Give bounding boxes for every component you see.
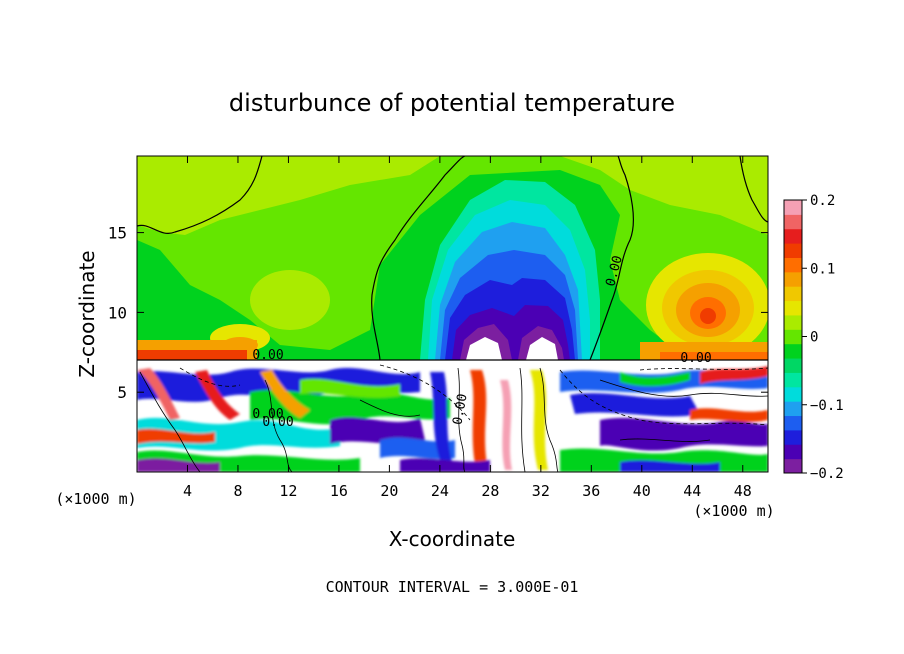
right-inversion-hot — [660, 352, 768, 360]
colorbar-ticks: 0.2 0.1 0 −0.1 −0.2 — [802, 193, 844, 482]
left-warm-blob — [250, 270, 330, 330]
x-axis: 4 8 12 16 20 24 28 32 36 40 44 48 — [183, 156, 752, 500]
negative-contour-lines — [179, 364, 768, 426]
x-unit-left: (×1000 m) — [55, 490, 136, 508]
colorbar-swatch — [784, 271, 802, 287]
colorbar-swatch — [784, 429, 802, 445]
y-tick-label: 15 — [108, 224, 127, 243]
colorbar-swatch — [784, 200, 802, 215]
contour-label: 0.00 — [252, 348, 283, 363]
x-axis-label: X-coordinate — [389, 527, 516, 551]
colorbar-tick-label: −0.1 — [810, 398, 844, 414]
colorbar-tick-label: 0 — [810, 330, 818, 346]
x-tick-label: 20 — [380, 482, 398, 500]
y-axis: 5 10 15 — [108, 224, 768, 402]
cold-core-right-white — [526, 337, 558, 360]
y-tick-label: 5 — [117, 383, 127, 402]
x-tick-label: 4 — [183, 482, 192, 500]
colorbar-swatch — [784, 415, 802, 431]
x-tick-label: 32 — [532, 482, 550, 500]
colorbar-swatch — [784, 228, 802, 244]
y-axis-label: Z-coordinate — [75, 250, 99, 377]
x-tick-label: 8 — [233, 482, 242, 500]
x-tick-label: 24 — [431, 482, 449, 500]
colorbar-swatch — [784, 300, 802, 316]
colorbar-swatch — [784, 372, 802, 388]
x-tick-label: 28 — [481, 482, 499, 500]
chart-title: disturbunce of potential temperature — [229, 89, 675, 117]
x-tick-label: 12 — [279, 482, 297, 500]
colorbar-swatch — [784, 214, 802, 230]
colorbar-tick-label: −0.2 — [810, 466, 844, 482]
colorbar-swatch — [784, 444, 802, 460]
contour-label: 0.00 — [252, 407, 283, 422]
colorbar-swatch — [784, 458, 802, 474]
contour-label: 0.00 — [262, 415, 293, 430]
warm-anomaly-core — [700, 308, 716, 324]
cold-core-left-white — [466, 337, 502, 360]
x-tick-label: 40 — [633, 482, 651, 500]
x-tick-label: 44 — [683, 482, 701, 500]
contour-label: 0.00 — [450, 393, 470, 426]
contour-lines — [137, 156, 768, 361]
colorbar-swatch — [784, 286, 802, 302]
colorbar-tick-label: 0.2 — [810, 193, 835, 209]
turbulent-structures — [137, 366, 768, 472]
colorbar-swatch — [784, 358, 802, 373]
colorbar-swatch — [784, 329, 802, 345]
colorbar-swatch — [784, 343, 802, 359]
colorbar-swatch — [784, 257, 802, 273]
positive-region-weak-3 — [560, 156, 768, 235]
positive-region-weak-2 — [137, 156, 440, 235]
colorbar-swatch — [784, 314, 802, 330]
x-tick-label: 48 — [734, 482, 752, 500]
x-tick-label: 16 — [330, 482, 348, 500]
colorbar-tick-label: 0.1 — [810, 261, 835, 277]
lower-contour-lines — [139, 367, 768, 472]
plot-area: 0.00 0.00 0.00 0.00 0.00 0.00 — [137, 156, 768, 472]
left-inversion-hot — [137, 350, 247, 360]
y-tick-label: 10 — [108, 303, 127, 322]
colorbar-swatch — [784, 401, 802, 417]
colorbar-swatch — [784, 386, 802, 402]
colorbar — [783, 199, 803, 474]
plot-frame — [136, 155, 769, 473]
colorbar-swatch — [784, 243, 802, 258]
contour-interval-note: CONTOUR INTERVAL = 3.000E-01 — [326, 578, 579, 596]
x-tick-label: 36 — [582, 482, 600, 500]
contour-label: 0.00 — [680, 351, 711, 366]
x-unit-right: (×1000 m) — [693, 502, 774, 520]
